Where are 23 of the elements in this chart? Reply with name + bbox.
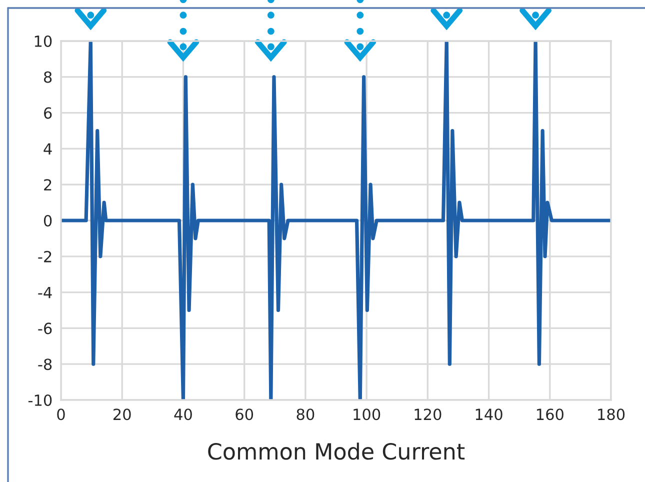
x-axis-title: Common Mode Current [208, 442, 465, 460]
y-tick-label: 6 [44, 107, 52, 119]
x-tick-label: 100 [354, 408, 380, 420]
y-tick-label: 10 [34, 35, 52, 48]
x-tick-label: 80 [296, 408, 314, 420]
y-tick-label: -2 [38, 250, 52, 262]
line-series [61, 41, 611, 400]
x-tick-label: 60 [236, 408, 254, 420]
x-tick-label: 140 [476, 408, 502, 420]
x-tick-label: 160 [536, 408, 564, 420]
x-tick-label: 20 [114, 408, 131, 420]
y-tick-label: 8 [44, 71, 52, 83]
y-tick-label: 4 [44, 143, 52, 155]
x-tick-label: 120 [414, 408, 442, 420]
y-tick-label: -6 [38, 322, 52, 334]
x-tick-label: 180 [598, 408, 625, 420]
y-tick-label: 0 [44, 214, 52, 227]
y-tick-label: -8 [38, 358, 52, 370]
y-tick-label: 2 [44, 179, 52, 190]
y-tick-label: -4 [38, 286, 52, 298]
x-tick-label: 40 [174, 408, 192, 420]
y-tick-label: -10 [28, 394, 52, 406]
x-tick-label: 0 [57, 408, 65, 420]
